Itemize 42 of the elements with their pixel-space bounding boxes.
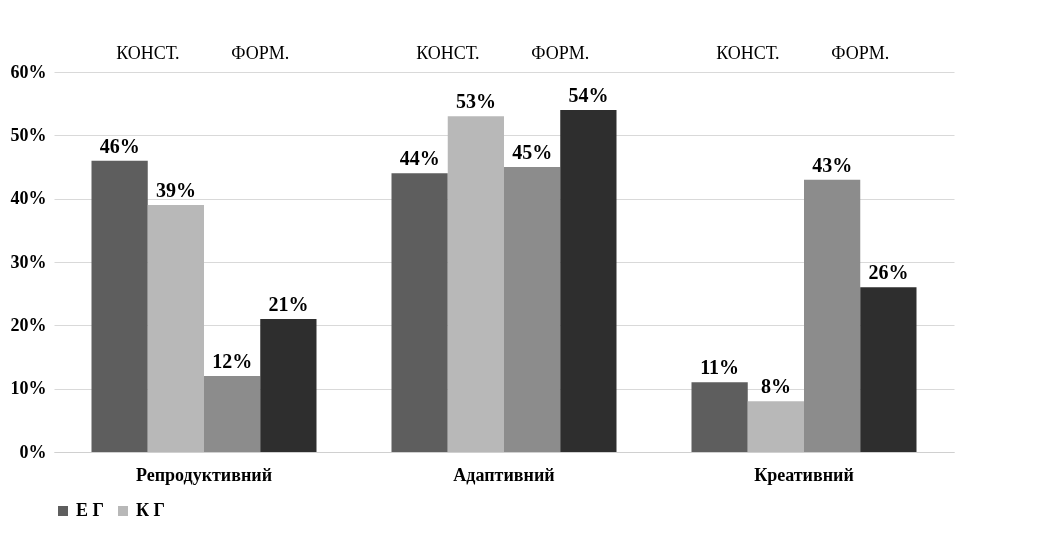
y-tick-label: 40% — [10, 188, 47, 209]
y-tick-label: 10% — [10, 378, 47, 399]
data-label: 44% — [399, 147, 440, 170]
data-label: 12% — [212, 350, 253, 372]
text: КОНСТ. — [116, 43, 180, 63]
data-label: 11% — [700, 356, 740, 379]
bar — [560, 110, 617, 452]
data-label: 26% — [868, 261, 909, 284]
data-label: 39% — [155, 179, 196, 201]
bar — [804, 179, 861, 452]
data-label: 43% — [812, 153, 853, 176]
y-tick-label: 30% — [10, 251, 47, 272]
data-label: 21% — [268, 293, 309, 315]
text: ФОРМ. — [231, 43, 290, 63]
bar — [147, 205, 204, 452]
text: КОНСТ. — [716, 43, 780, 63]
data-label: 53% — [455, 90, 496, 113]
bar — [447, 116, 504, 452]
x-tick-label: Репродуктивний — [135, 464, 273, 485]
y-tick-label: 60% — [10, 61, 47, 82]
bar — [204, 376, 261, 452]
bar — [91, 160, 148, 452]
bar — [747, 401, 804, 452]
y-tick-label: 0% — [19, 441, 47, 462]
bar — [691, 382, 748, 452]
data-label: 54% — [568, 84, 609, 106]
y-tick-label: 20% — [10, 314, 47, 335]
text: ФОРМ. — [831, 43, 890, 63]
data-label: 46% — [99, 134, 140, 157]
bar — [860, 287, 917, 452]
data-label: 8% — [760, 375, 791, 398]
text: КОНСТ. — [416, 43, 480, 63]
legend-label: К Г — [136, 500, 166, 520]
bar — [504, 167, 561, 452]
bar — [260, 319, 317, 452]
y-tick-label: 50% — [10, 124, 47, 145]
x-tick-label: Креативний — [754, 464, 854, 485]
legend-label: Е Г — [76, 500, 104, 520]
data-label: 45% — [512, 141, 553, 163]
text: ФОРМ. — [531, 43, 590, 63]
x-tick-label: Адаптивний — [453, 464, 555, 485]
bar — [391, 173, 448, 452]
